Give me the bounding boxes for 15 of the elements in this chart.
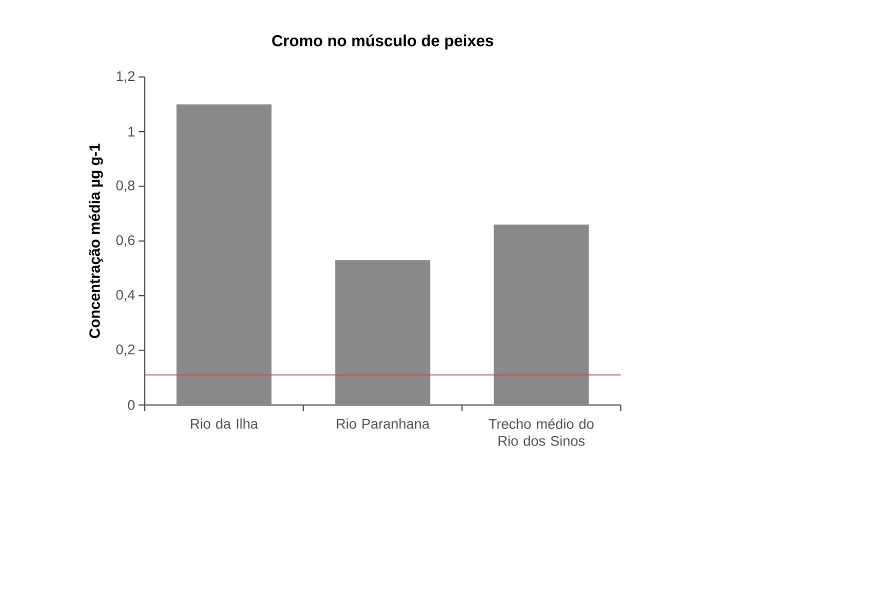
x-tick-label: Rio da Ilha [191, 418, 258, 429]
y-tick-label: 1 [128, 126, 134, 136]
y-tick-label: 0,6 [116, 235, 135, 247]
bar [494, 224, 589, 405]
y-tick-label: 1,2 [116, 71, 134, 83]
x-tick-label: Trecho médio do Rio dos Sinos [488, 418, 594, 446]
y-axis-title: Concentração média µg g-1 [88, 144, 103, 338]
bar [335, 260, 430, 405]
bar [176, 104, 272, 405]
y-tick-label: 0,4 [116, 290, 135, 302]
y-tick-label: 0,8 [116, 180, 135, 192]
chart-title: Cromo no músculo de peixes [272, 34, 494, 50]
y-tick-label: 0 [128, 400, 135, 410]
x-tick-label: Rio Paranhana [336, 418, 430, 429]
y-tick-label: 0,2 [116, 344, 134, 356]
